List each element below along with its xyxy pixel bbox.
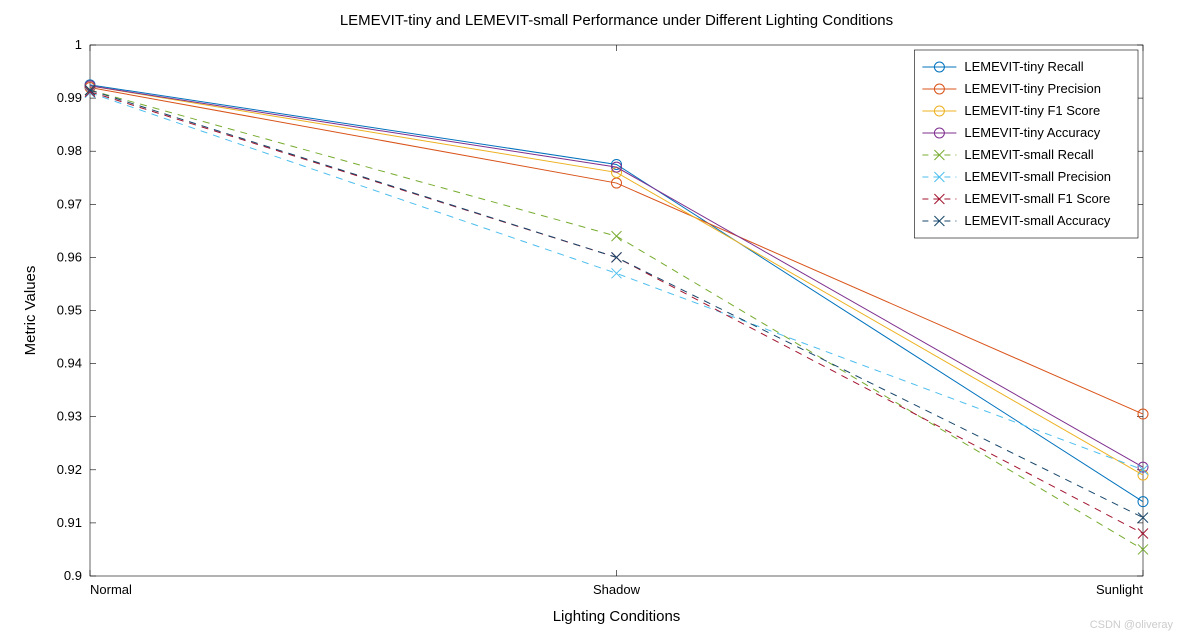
legend-label: LEMEVIT-small F1 Score [964,191,1110,206]
y-tick-label: 0.93 [57,409,82,424]
line-chart: 0.9 0.91 0.92 0.93 0.94 0.95 0.96 0.97 0.98 0.99 1… [0,0,1183,636]
x-tick-label: Shadow [593,582,641,597]
y-tick-label: 0.96 [57,249,82,264]
legend-label: LEMEVIT-tiny F1 Score [964,103,1100,118]
watermark: CSDN @oliveray [1090,619,1173,631]
y-tick-label: 1 [75,37,82,52]
legend-label: LEMEVIT-tiny Precision [964,81,1101,96]
y-tick-label: 0.94 [57,356,82,371]
x-axis-label: Lighting Conditions [553,608,681,625]
legend: LEMEVIT-tiny Recall LEMEVIT-tiny Precisio… [914,50,1138,238]
x-tick-label: Sunlight [1096,582,1143,597]
legend-label: LEMEVIT-small Precision [964,169,1111,184]
chart-title: LEMEVIT-tiny and LEMEVIT-small Performan… [340,12,893,29]
y-tick-label: 0.98 [57,143,82,158]
x-tick-label: Normal [90,582,132,597]
y-tick-label: 0.9 [64,568,82,583]
legend-label: LEMEVIT-small Accuracy [964,213,1110,228]
chart-container: 0.9 0.91 0.92 0.93 0.94 0.95 0.96 0.97 0.98 0.99 1… [0,0,1183,636]
legend-label: LEMEVIT-tiny Recall [964,59,1083,74]
y-tick-label: 0.92 [57,462,82,477]
y-tick-label: 0.99 [57,90,82,105]
y-tick-label: 0.97 [57,196,82,211]
y-axis-label: Metric Values [22,266,39,356]
y-tick-label: 0.95 [57,303,82,318]
legend-label: LEMEVIT-tiny Accuracy [964,125,1100,140]
legend-label: LEMEVIT-small Recall [964,147,1093,162]
y-tick-label: 0.91 [57,515,82,530]
